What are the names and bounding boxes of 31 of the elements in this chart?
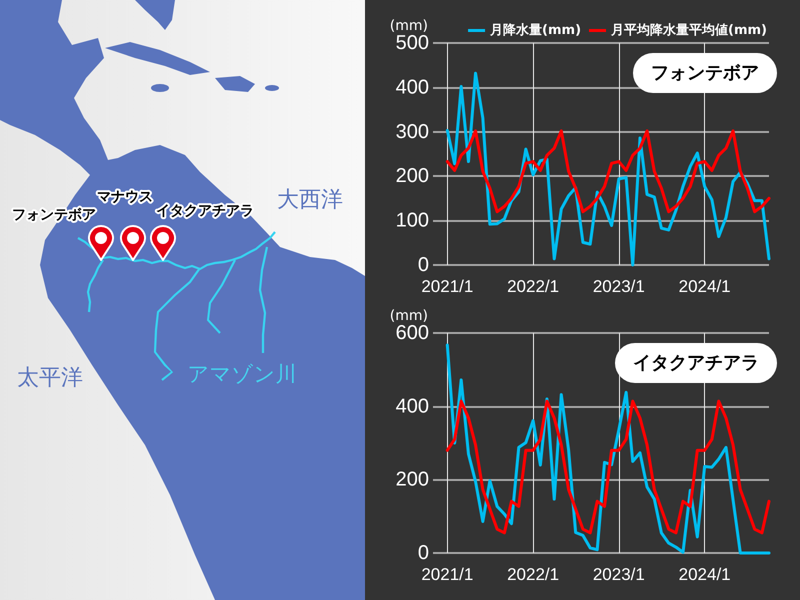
y-tick-label: 300 bbox=[396, 120, 429, 143]
text: アマゾン川 bbox=[188, 362, 296, 386]
x-tick-label: 2021/1 bbox=[421, 565, 474, 584]
text: フォンテボア bbox=[651, 62, 759, 84]
y-tick-label: 0 bbox=[418, 542, 429, 564]
y-tick-label: 0 bbox=[418, 254, 429, 276]
text: 大西洋 bbox=[277, 188, 343, 212]
x-tick-label: 2023/1 bbox=[592, 565, 645, 584]
x-tick-label: 2024/1 bbox=[678, 565, 731, 584]
line-series bbox=[446, 400, 770, 534]
text: イタクアチアラ bbox=[633, 352, 759, 374]
y-tick-label: 100 bbox=[396, 210, 429, 232]
x-tick-label: 2021/1 bbox=[421, 277, 474, 296]
x-tick-label: 2022/1 bbox=[507, 565, 560, 584]
line-series bbox=[446, 344, 770, 554]
y-axis-title: (mm) bbox=[390, 18, 428, 34]
y-tick-label: 400 bbox=[396, 76, 429, 98]
text: マナウス bbox=[97, 189, 153, 205]
legend-label: 月平均降水量平均値(mm) bbox=[610, 23, 768, 38]
legend-label: 月降水量(mm) bbox=[489, 23, 582, 38]
y-tick-label: 200 bbox=[396, 468, 429, 491]
y-tick-label: 400 bbox=[396, 395, 429, 418]
y-tick-label: 600 bbox=[396, 322, 429, 344]
y-tick-label: 500 bbox=[396, 32, 429, 54]
x-tick-label: 2024/1 bbox=[678, 277, 731, 296]
x-tick-label: 2022/1 bbox=[507, 277, 560, 296]
line-series bbox=[446, 129, 770, 214]
text: 太平洋 bbox=[17, 366, 83, 390]
y-axis-title: (mm) bbox=[390, 308, 428, 324]
x-tick-label: 2023/1 bbox=[592, 277, 645, 296]
y-tick-label: 200 bbox=[396, 165, 429, 188]
